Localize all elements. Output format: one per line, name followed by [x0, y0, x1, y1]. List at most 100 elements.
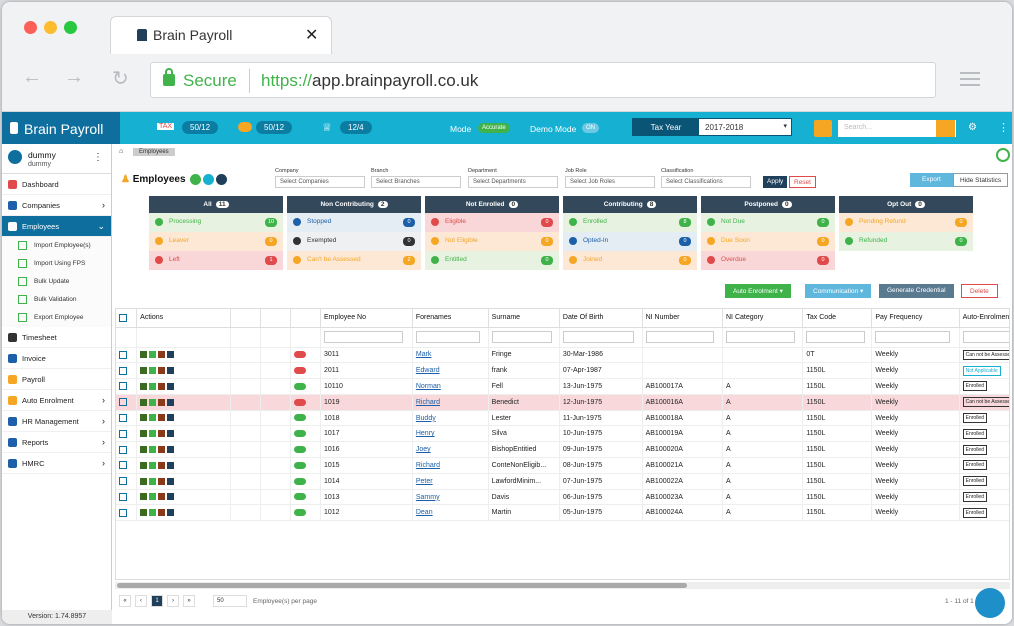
bell-icon[interactable]: [230, 362, 262, 380]
forward-icon[interactable]: →: [64, 66, 84, 88]
more-icon[interactable]: [167, 493, 175, 501]
document-icon[interactable]: [149, 351, 157, 359]
edit-icon[interactable]: [140, 493, 148, 501]
auto-enrolment-button[interactable]: Auto Enrolment ▾: [725, 284, 791, 298]
sidebar-item-hmrc[interactable]: HMRC ›: [2, 453, 111, 474]
column-filter-input[interactable]: [962, 330, 1009, 343]
document-icon[interactable]: [149, 461, 157, 469]
back-icon[interactable]: ←: [22, 66, 42, 88]
sidebar-subitem-4[interactable]: Export Employee: [2, 309, 111, 327]
table-row[interactable]: 2011 Edward frank 07-Apr-1987 1150L Weekly Not…: [116, 362, 1009, 380]
document-icon[interactable]: [149, 477, 157, 485]
stat-card-header[interactable]: Non Contributing 2: [287, 196, 421, 213]
row-checkbox[interactable]: [116, 489, 138, 506]
document-icon[interactable]: [149, 430, 157, 438]
sidebar-item-companies[interactable]: Companies ›: [2, 195, 111, 216]
apply-button[interactable]: Apply: [763, 176, 788, 188]
select-all-checkbox[interactable]: [116, 309, 138, 328]
edit-icon[interactable]: [140, 446, 148, 453]
gavel-icon[interactable]: [158, 461, 166, 469]
column-filter-input[interactable]: [645, 330, 715, 343]
stat-row[interactable]: Not Eligible 0: [425, 232, 559, 251]
sidebar-subitem-0[interactable]: Import Employee(s): [2, 237, 111, 255]
clipboard-icon[interactable]: [260, 425, 292, 443]
stat-crown[interactable]: 12/4: [340, 121, 372, 134]
sidebar-item-dashboard[interactable]: Dashboard: [2, 174, 111, 195]
prev-page-button[interactable]: ‹: [135, 595, 147, 607]
column-header[interactable]: Auto-Enrolment Status: [959, 309, 1009, 328]
edit-icon[interactable]: [140, 430, 148, 438]
column-header[interactable]: Date Of Birth: [559, 309, 643, 328]
table-row[interactable]: 3011 Mark Fringe 30-Mar-1986 0T Weekly Can not…: [116, 347, 1009, 364]
forename-link[interactable]: Henry: [415, 430, 435, 438]
forename-link[interactable]: Joey: [415, 446, 431, 454]
gavel-icon[interactable]: [158, 414, 166, 422]
document-icon[interactable]: [149, 367, 157, 375]
edit-icon[interactable]: [140, 509, 148, 517]
bell-icon[interactable]: [230, 378, 262, 395]
clipboard-icon[interactable]: [260, 378, 292, 395]
table-row[interactable]: 1015 Richard ConteNonEligib... 08-Jun-1975 A…: [116, 457, 1009, 474]
hide-statistics-button[interactable]: Hide Statistics: [953, 173, 1009, 187]
sidebar-item-auto-enrolment[interactable]: Auto Enrolment ›: [2, 390, 111, 411]
stat-row[interactable]: Entitled 0: [425, 251, 559, 270]
forename-link[interactable]: Dean: [415, 509, 433, 517]
edit-icon[interactable]: [140, 414, 148, 422]
stat-row[interactable]: Processing 10: [149, 213, 283, 232]
bell-icon[interactable]: [230, 457, 262, 474]
filter-select-0[interactable]: Select Companies: [275, 176, 365, 188]
gavel-icon[interactable]: [158, 398, 166, 406]
stat-card-header[interactable]: Not Enrolled 0: [425, 196, 559, 213]
bell-icon[interactable]: [230, 441, 262, 459]
stat-row[interactable]: Due Soon 0: [701, 232, 835, 251]
gavel-icon[interactable]: [158, 351, 166, 359]
bell-icon[interactable]: [230, 473, 262, 490]
stat-toggle[interactable]: 50/12: [256, 121, 293, 134]
close-window-button[interactable]: [24, 21, 37, 34]
communication-button[interactable]: Communication ▾: [805, 284, 872, 298]
more-icon[interactable]: [167, 398, 175, 406]
status-toggle-icon[interactable]: [294, 430, 307, 438]
stat-row[interactable]: Can't be Assessed 2: [287, 251, 421, 270]
column-header[interactable]: [260, 309, 292, 328]
status-toggle-icon[interactable]: [294, 446, 307, 453]
breadcrumb-employees[interactable]: Employees: [133, 148, 175, 156]
stat-row[interactable]: Enrolled 8: [563, 213, 697, 232]
bell-icon[interactable]: [230, 489, 262, 506]
stat-card-header[interactable]: Contributing 8: [563, 196, 697, 213]
stat-row[interactable]: Leaver 0: [149, 232, 283, 251]
edit-icon[interactable]: [140, 382, 148, 390]
stat-row[interactable]: Refunded 0: [839, 232, 973, 251]
gavel-icon[interactable]: [158, 430, 166, 438]
stat-row[interactable]: Eligible 0: [425, 213, 559, 232]
address-bar[interactable]: Secure https://app.brainpayroll.co.uk: [150, 62, 936, 98]
stat-card-header[interactable]: Postponed 0: [701, 196, 835, 213]
bell-icon[interactable]: [230, 410, 262, 427]
sidebar-item-invoice[interactable]: Invoice: [2, 348, 111, 369]
row-checkbox[interactable]: [116, 347, 138, 364]
stat-row[interactable]: Joined 0: [563, 251, 697, 270]
forename-link[interactable]: Buddy: [415, 414, 436, 422]
search-button[interactable]: [936, 120, 955, 137]
minimize-window-button[interactable]: [44, 21, 57, 34]
table-row[interactable]: 1018 Buddy Lester 11-Jun-1975 AB100018A A 1150…: [116, 410, 1009, 427]
edit-icon[interactable]: [140, 398, 148, 406]
filter-select-3[interactable]: Select Job Roles: [565, 176, 655, 188]
column-filter-input[interactable]: [323, 330, 404, 343]
user-panel[interactable]: dummy dummy ⋮: [2, 144, 111, 174]
sidebar-item-reports[interactable]: Reports ›: [2, 432, 111, 453]
browser-menu-icon[interactable]: [960, 72, 980, 86]
edit-icon[interactable]: [140, 461, 148, 469]
scrollbar-thumb[interactable]: [117, 583, 687, 588]
column-header[interactable]: [230, 309, 262, 328]
column-filter-input[interactable]: [726, 330, 795, 343]
row-checkbox[interactable]: [116, 378, 138, 395]
forename-link[interactable]: Mark: [415, 351, 432, 359]
add-employee-icon[interactable]: [190, 174, 202, 185]
table-row[interactable]: 1012 Dean Martin 05-Jun-1975 AB100024A A 1150L…: [116, 504, 1009, 522]
stat-row[interactable]: Exempted 0: [287, 232, 421, 251]
demo-mode-toggle[interactable]: ON: [582, 123, 599, 133]
filter-select-1[interactable]: Select Branches: [371, 176, 461, 188]
stat-card-header[interactable]: All 11: [149, 196, 283, 213]
bell-icon[interactable]: [230, 425, 262, 443]
